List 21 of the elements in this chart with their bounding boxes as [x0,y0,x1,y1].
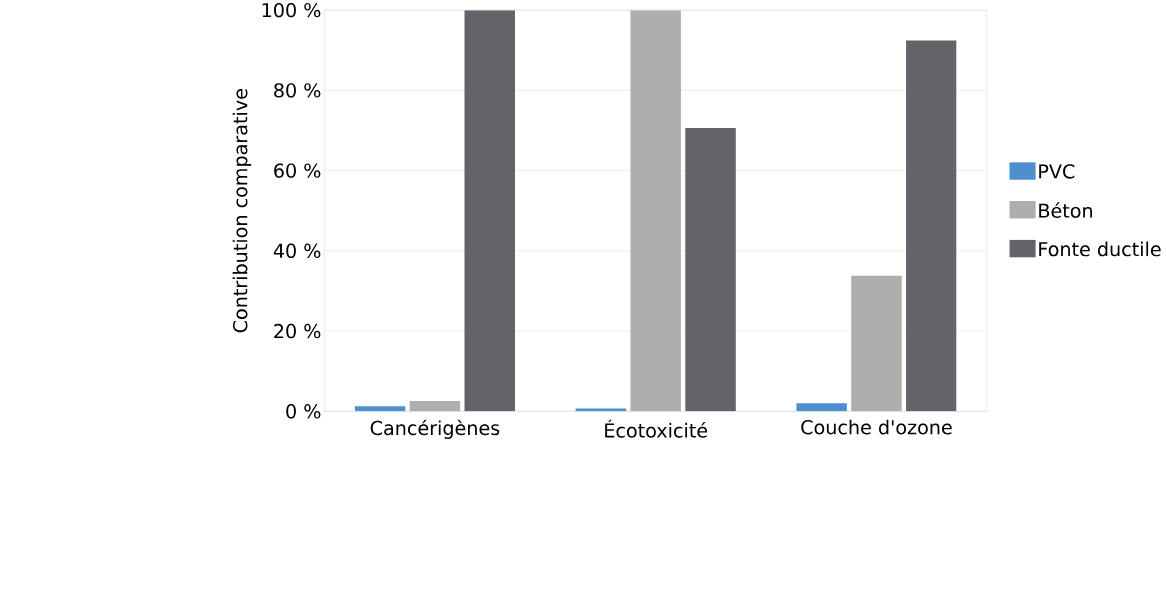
y-tick-label: 100 % [262,2,321,18]
y-tick-label: 80 % [274,83,321,98]
y-tick-label: 20 % [274,323,321,339]
bar [354,406,406,412]
x-tick-label: Écotoxicité [605,419,708,438]
y-axis-title: Contribution comparative [232,89,252,333]
bar [409,400,461,412]
y-tick-label: 60 % [274,163,321,178]
y-tick-label: 40 % [273,243,321,259]
bar [906,40,957,412]
bar [685,128,736,412]
x-tick-label: Cancérigènes [370,419,500,439]
legend-label: PVC [1039,164,1075,179]
bar [630,10,681,412]
legend-label: Fonte ductile [1039,241,1161,257]
x-tick-label: Couche d'ozone [801,419,952,435]
bar [464,10,515,412]
bar [851,275,902,412]
bar [796,403,847,412]
legend-label: Béton [1039,202,1092,218]
y-tick-label: 0 % [286,404,321,419]
